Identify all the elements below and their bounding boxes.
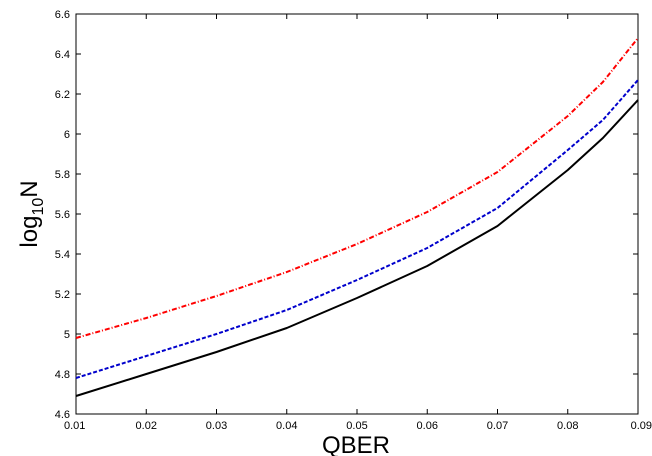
x-tick-label: 0.02 (136, 420, 157, 432)
y-axis-title-main: log (16, 216, 43, 248)
y-axis-title: log10N (16, 180, 47, 247)
x-tick-label: 0.07 (487, 420, 508, 432)
plot-frame (75, 13, 639, 415)
series-lines (75, 37, 639, 397)
y-tick-label: 4.6 (55, 409, 70, 421)
x-tick-label: 0.06 (417, 420, 438, 432)
x-tick-label: 0.03 (206, 420, 227, 432)
y-tick-label: 5.2 (55, 289, 70, 301)
x-tick-label: 0.01 (64, 420, 85, 432)
y-axis-ticks: 4.6 4.8 5 5.2 5.4 5.6 5.8 6 6.2 6.4 6.6 (55, 9, 638, 421)
y-tick-label: 6 (64, 129, 70, 141)
x-axis-ticks: 0.01 0.02 0.03 0.04 0.05 0.06 0.07 0.08 0.09 (64, 14, 652, 432)
y-tick-label: 4.8 (55, 369, 70, 381)
y-tick-label: 5.6 (55, 209, 70, 221)
y-tick-label: 6.6 (55, 9, 70, 21)
x-tick-label: 0.09 (631, 420, 652, 432)
svg-text:log10N: log10N (16, 180, 47, 247)
x-tick-label: 0.08 (557, 420, 578, 432)
y-tick-label: 5 (64, 329, 70, 341)
series-line-1 (75, 99, 639, 397)
y-tick-label: 5.8 (55, 169, 70, 181)
x-axis-title: QBER (322, 432, 390, 456)
series-line-2 (75, 79, 639, 379)
y-axis-title-tail: N (16, 180, 43, 197)
y-axis-title-subscript: 10 (30, 198, 47, 216)
y-tick-label: 5.4 (55, 249, 70, 261)
x-tick-label: 0.04 (276, 420, 297, 432)
x-tick-label: 0.05 (346, 420, 367, 432)
y-tick-label: 6.4 (55, 49, 70, 61)
series-line-3 (75, 37, 639, 339)
y-tick-label: 6.2 (55, 89, 70, 101)
